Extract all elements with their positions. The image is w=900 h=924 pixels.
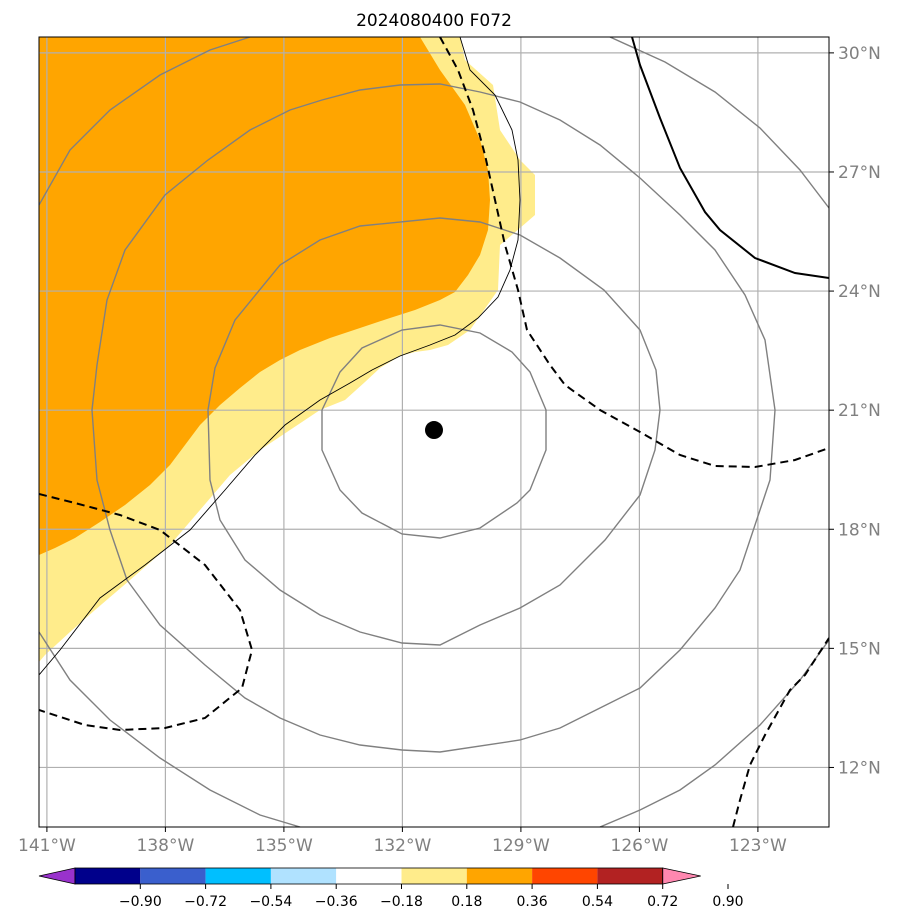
lon-label-6: 123°W bbox=[729, 836, 787, 856]
lon-label-1: 138°W bbox=[137, 836, 195, 856]
colorbar-segment-3 bbox=[205, 868, 271, 884]
lat-label-4: 18°N bbox=[838, 520, 881, 540]
dashed-contours bbox=[39, 37, 829, 827]
lon-label-5: 126°W bbox=[611, 836, 669, 856]
figure-title: 2024080400 F072 bbox=[356, 11, 512, 31]
colorbar-segment-9 bbox=[597, 868, 663, 884]
colorbar-tick-label-4: −0.18 bbox=[380, 894, 423, 910]
lat-label-2: 24°N bbox=[838, 282, 881, 302]
colorbar-tick-label-7: 0.54 bbox=[582, 894, 613, 910]
lon-label-0: 141°W bbox=[18, 836, 76, 856]
colorbar-segment-7 bbox=[466, 868, 533, 884]
gray-contour-ring-4 bbox=[39, 37, 251, 206]
colorbar: −0.90 −0.72 −0.54 −0.36 −0.18 0.18 0.36 0.54 0.7… bbox=[38, 867, 744, 910]
colorbar-frame bbox=[74, 867, 664, 885]
lon-label-2: 135°W bbox=[255, 836, 313, 856]
dashed-contour-bottom-right bbox=[732, 637, 829, 827]
colorbar-segment-2 bbox=[140, 868, 206, 884]
lat-label-1: 27°N bbox=[838, 163, 881, 183]
colorbar-segment-8 bbox=[532, 868, 598, 884]
colorbar-tick-label-2: −0.54 bbox=[249, 894, 292, 910]
lat-label-0: 30°N bbox=[838, 44, 881, 64]
gray-contour-ring-4d bbox=[599, 639, 829, 827]
gray-contours bbox=[39, 37, 829, 827]
solid-black-contour bbox=[631, 37, 829, 279]
gray-contour-ring-4b bbox=[609, 37, 829, 209]
lat-label-3: 21°N bbox=[838, 401, 881, 421]
colorbar-tick-label-9: 0.90 bbox=[712, 894, 743, 910]
gray-contour-ring-4c bbox=[39, 631, 301, 827]
colorbar-tick-label-3: −0.36 bbox=[315, 894, 358, 910]
lon-label-3: 132°W bbox=[374, 836, 432, 856]
dashed-contour-main bbox=[439, 37, 829, 469]
gray-contour-ring-3 bbox=[91, 83, 776, 753]
map-frame bbox=[38, 36, 830, 828]
gray-contour-ring-1 bbox=[321, 324, 547, 539]
colorbar-tick-label-1: −0.72 bbox=[184, 894, 227, 910]
colorbar-left-extend bbox=[38, 867, 76, 885]
colorbar-segment-4 bbox=[270, 868, 337, 884]
colorbar-tick-label-5: 0.18 bbox=[451, 894, 482, 910]
graticule bbox=[39, 37, 829, 827]
lon-label-4: 129°W bbox=[492, 836, 550, 856]
latitude-labels: 30°N 27°N 24°N 21°N 18°N 15°N 12°N bbox=[829, 44, 881, 778]
colorbar-segment-6 bbox=[401, 868, 467, 884]
positive-anomaly-orange-region bbox=[39, 37, 490, 555]
colorbar-segment-5 bbox=[336, 868, 402, 884]
map-area bbox=[39, 37, 829, 827]
lat-label-6: 12°N bbox=[838, 758, 881, 778]
longitude-labels: 141°W 138°W 135°W 132°W 129°W 126°W 123°W bbox=[18, 827, 787, 856]
colorbar-segment-1 bbox=[75, 868, 141, 884]
dashed-contour-left bbox=[39, 493, 254, 732]
lat-label-5: 15°N bbox=[838, 639, 881, 659]
gray-contour-ring-2 bbox=[207, 217, 661, 646]
colorbar-right-extend bbox=[662, 867, 701, 885]
storm-center-marker bbox=[425, 421, 443, 440]
colorbar-tick-label-6: 0.36 bbox=[517, 894, 548, 910]
colorbar-tick-label-0: −0.90 bbox=[119, 894, 162, 910]
colorbar-tick-label-8: 0.72 bbox=[647, 894, 678, 910]
thin-black-contour bbox=[39, 37, 521, 676]
